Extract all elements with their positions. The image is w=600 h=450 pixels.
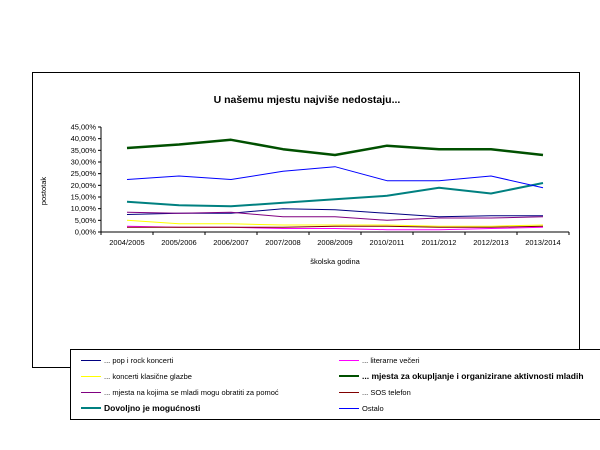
series-line-6: [127, 225, 544, 228]
legend-swatch: [81, 375, 101, 377]
y-tick-label: 5,00%: [75, 216, 97, 225]
legend-swatch: [339, 391, 359, 393]
legend-label: ... koncerti klasične glazbe: [104, 371, 192, 381]
legend-item: ... SOS telefon: [339, 386, 411, 398]
series-line-2: [126, 225, 544, 231]
x-tick-label: 2010/2011: [370, 238, 405, 247]
y-tick-label: 15,00%: [71, 193, 97, 202]
series-line-4: [126, 138, 544, 157]
legend-swatch: [339, 407, 359, 409]
series-line-5: [126, 211, 544, 221]
x-axis-label: školska godina: [310, 257, 360, 266]
y-tick-label: 10,00%: [71, 204, 97, 213]
legend-item: ... mjesta na kojima se mladi mogu obrat…: [81, 386, 279, 398]
line-chart: U našemu mjestu najviše nedostaju... pos…: [39, 94, 570, 266]
legend-item: ... mjesta za okupljanje i organizirane …: [339, 370, 584, 382]
legend-label: ... mjesta za okupljanje i organizirane …: [362, 371, 584, 381]
x-tick-label: 2005/2006: [161, 238, 196, 247]
legend-swatch: [81, 407, 101, 409]
legend-item: ... koncerti klasične glazbe: [81, 370, 192, 382]
legend-swatch: [339, 359, 359, 361]
y-tick-label: 35,00%: [71, 146, 97, 155]
series-line-8: [126, 166, 544, 189]
legend-item: ... pop i rock koncerti: [81, 354, 173, 366]
series-line-3: [126, 219, 544, 227]
legend-swatch: [339, 375, 359, 377]
y-tick-label: 0,00%: [75, 228, 97, 237]
series-line-7: [126, 182, 544, 208]
x-tick-label: 2006/2007: [213, 238, 248, 247]
x-tick-label: 2004/2005: [109, 238, 144, 247]
x-tick-label: 2007/2008: [265, 238, 300, 247]
legend-label: ... literarne večeri: [362, 355, 420, 365]
y-axis-label: postotak: [39, 177, 48, 206]
legend-label: ... pop i rock koncerti: [104, 355, 174, 365]
x-tick-label: 2008/2009: [317, 238, 352, 247]
legend-swatch: [81, 359, 101, 361]
y-tick-label: 20,00%: [71, 181, 97, 190]
chart-title: U našemu mjestu najviše nedostaju...: [214, 94, 401, 106]
x-tick-label: 2011/2012: [422, 238, 457, 247]
x-tick-label: 2013/2014: [525, 238, 560, 247]
y-tick-label: 40,00%: [71, 134, 97, 143]
legend: ... pop i rock koncerti ... literarne več…: [70, 349, 600, 420]
chart-frame: U našemu mjestu najviše nedostaju... pos…: [32, 72, 600, 420]
y-tick-label: 30,00%: [71, 158, 97, 167]
y-tick-label: 45,00%: [71, 123, 97, 132]
legend-swatch: [81, 391, 101, 393]
legend-label: Ostalo: [362, 403, 384, 413]
legend-label: ... mjesta na kojima se mladi mogu obrat…: [104, 387, 279, 397]
x-tick-label: 2012/2013: [473, 238, 508, 247]
legend-item: Dovoljno je mogućnosti: [81, 402, 200, 414]
legend-label: Dovoljno je mogućnosti: [104, 403, 201, 413]
legend-item: ... literarne večeri: [339, 354, 420, 366]
legend-label: ... SOS telefon: [362, 387, 411, 397]
y-tick-label: 25,00%: [71, 169, 97, 178]
legend-item: Ostalo: [339, 402, 384, 414]
